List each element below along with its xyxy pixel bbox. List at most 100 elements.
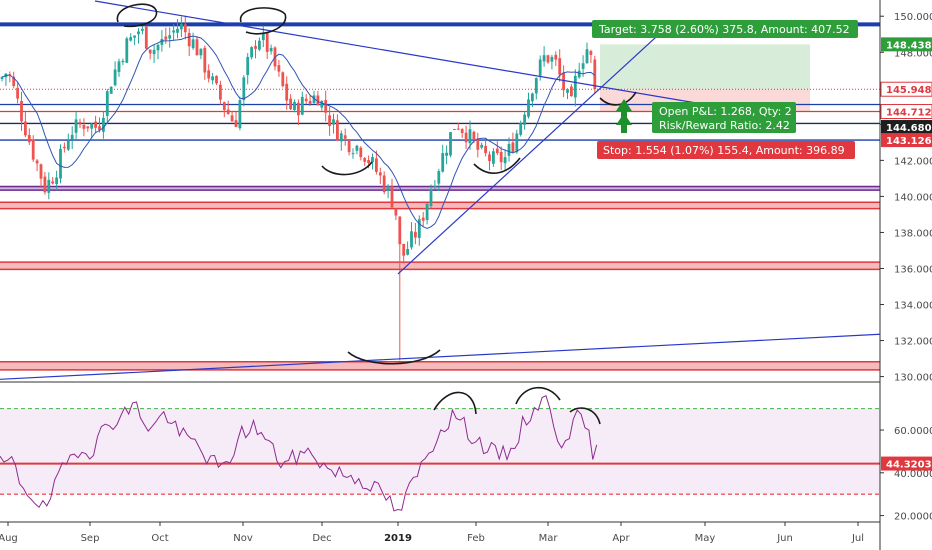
candle-body: [63, 146, 66, 149]
candle-body: [250, 47, 253, 58]
price-tag-box: [881, 120, 932, 135]
candle-body: [355, 145, 359, 151]
candle-body: [219, 84, 222, 100]
candle-body: [410, 231, 413, 248]
candle-body: [258, 40, 261, 50]
candle-body: [515, 133, 519, 153]
time-axis: Aug Sep Oct Nov Dec 2019 Feb Mar Apr May Jun Jul: [0, 521, 880, 544]
ascending-trendline: [397, 28, 666, 275]
annotation-arc: [347, 349, 441, 365]
candle-body: [351, 153, 355, 155]
candle-body: [558, 58, 562, 75]
candle-body: [371, 157, 374, 163]
annotation-arc: [240, 7, 287, 35]
price-tags: 148.438 145.948 144.712 144.680 143.126 44.32…: [880, 37, 932, 471]
candle-body: [137, 31, 140, 35]
time-tick-label: Dec: [312, 533, 331, 544]
candle-body: [55, 177, 58, 184]
time-tick-label: Nov: [233, 533, 253, 544]
candle-body: [164, 36, 168, 40]
candle-body: [476, 138, 480, 150]
candle-body: [0, 77, 4, 79]
target-label: Target: 3.758 (2.60%) 375.8, Amount: 407…: [598, 23, 850, 36]
time-tick-label: Mar: [539, 533, 559, 544]
price-tag-box: [880, 104, 932, 120]
candle-body: [589, 51, 593, 55]
candle-body: [74, 119, 78, 133]
candle-body: [484, 146, 487, 154]
candle-body: [234, 120, 238, 127]
descending-trendline: [94, 0, 701, 105]
candle-body: [468, 129, 472, 144]
candle-body: [328, 115, 331, 126]
candle-body: [238, 100, 242, 129]
rsi-tag-box: [881, 456, 932, 471]
up-arrow-icon: [616, 99, 632, 119]
candle-body: [433, 186, 437, 188]
candle-body: [378, 172, 382, 176]
open-pnl-label: Open P&L: 1.268, Qty: 2: [659, 105, 792, 118]
stop-label: Stop: 1.554 (1.07%) 155.4, Amount: 396.8…: [603, 144, 845, 157]
candle-body: [566, 89, 569, 93]
price-tick-label: 138.0000: [894, 228, 932, 239]
candle-body: [336, 120, 339, 141]
candle-body: [554, 54, 558, 60]
rsi-band: [0, 408, 880, 495]
candle-body: [269, 47, 273, 52]
level-band: [0, 186, 880, 191]
candle-body: [117, 61, 121, 72]
candle-body: [16, 87, 19, 99]
candle-body: [437, 171, 441, 184]
candle-body: [82, 125, 86, 129]
candle-body: [281, 72, 285, 87]
candle-body: [187, 32, 191, 47]
candle-body: [180, 24, 183, 30]
candle-body: [531, 93, 534, 102]
price-tick-label: 130.0000: [894, 373, 932, 384]
candle-body: [499, 152, 503, 163]
time-tick-label: Sep: [81, 533, 100, 544]
rsi-line: [0, 395, 598, 512]
time-tick-label: Jun: [776, 533, 793, 544]
position-labels: Target: 3.758 (2.60%) 375.8, Amount: 407…: [592, 20, 858, 159]
candle-body: [207, 70, 211, 79]
candle-body: [573, 75, 577, 98]
candle-body: [406, 248, 409, 255]
candle-body: [125, 38, 129, 63]
candle-body: [425, 203, 429, 221]
candle-body: [27, 134, 31, 143]
candle-body: [449, 132, 452, 156]
target-zone: [600, 44, 810, 90]
candle-body: [577, 70, 581, 78]
candle-body: [453, 129, 456, 131]
price-pane: Target: 3.758 (2.60%) 375.8, Amount: 407…: [0, 0, 881, 380]
candle-body: [492, 151, 495, 164]
candle-body: [511, 142, 515, 152]
candle-body: [160, 39, 164, 45]
candle-body: [47, 179, 51, 193]
ma-line: [1, 35, 596, 229]
level-band: [0, 361, 880, 370]
candle-body: [417, 219, 421, 238]
candle-body: [308, 101, 312, 104]
candle-body: [226, 109, 230, 114]
up-arrow-icon: [616, 113, 632, 133]
candlestick-series: [0, 15, 597, 361]
candle-body: [176, 28, 179, 33]
candle-body: [35, 160, 39, 164]
candle-body: [102, 117, 105, 132]
rsi-tick-label: 60.0000: [894, 426, 932, 437]
annotation-arc: [116, 3, 158, 28]
candle-body: [195, 39, 199, 56]
candle-body: [144, 26, 148, 49]
time-tick-label: Jul: [851, 533, 864, 544]
rsi-reference-lines: [0, 408, 880, 495]
candle-body: [312, 95, 316, 104]
moving-average-line: [1, 35, 596, 229]
time-tick-label: Feb: [467, 533, 485, 544]
candle-body: [191, 39, 195, 49]
long-support-trendline: [0, 333, 881, 380]
candle-body: [277, 65, 281, 72]
time-tick-label: 2019: [384, 533, 412, 544]
candle-body: [324, 100, 328, 113]
